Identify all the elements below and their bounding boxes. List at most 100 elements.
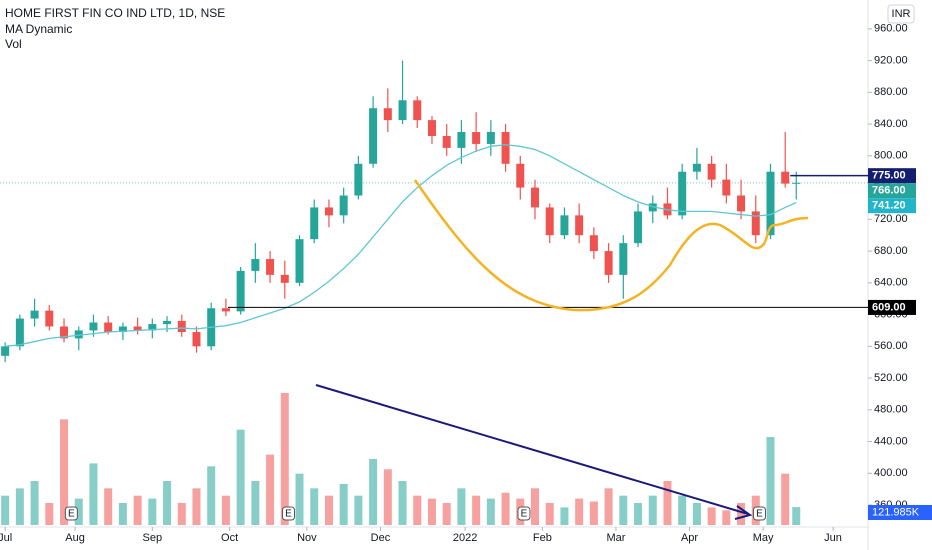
candle-body [737,195,746,212]
candle-body [148,324,157,331]
volume-bar [560,507,569,525]
x-tick-label: Oct [221,532,238,544]
x-tick-label: Jul [0,532,12,544]
candle-body [104,322,113,333]
volume-bar [192,488,201,525]
volume-bar [486,498,495,525]
candle-body [295,239,304,283]
volume-bar [472,495,481,525]
candle-body [74,330,83,339]
price-label: 775.00 [872,170,906,182]
price-label: 609.00 [872,301,906,313]
volume-bar [354,495,363,525]
candle-body [251,259,260,271]
candle-body [516,163,525,188]
indicator-label: Vol [5,37,22,51]
earnings-marker [752,506,766,521]
candle-body [472,132,481,144]
candle-body [310,207,319,240]
candle-body [589,235,598,252]
candle-body [30,310,39,319]
volume-bar [766,437,775,525]
volume-bar [634,503,643,525]
candle-body [648,203,657,212]
x-tick-label: Mar [606,532,625,544]
volume-bar [575,498,584,525]
volume-bar [781,473,790,525]
earnings-marker [281,506,295,521]
volume-bar [369,459,378,525]
y-tick-label: 720.00 [874,213,908,225]
volume-bar [442,503,451,525]
candle-body [692,163,701,172]
candle-body [792,182,801,184]
volume-bar [295,473,304,525]
candle-body [781,171,790,184]
volume-bar [619,495,628,525]
earnings-label: E [285,509,292,520]
volume-bar [722,510,731,525]
volume-bar [133,495,142,525]
candle-body [89,322,98,331]
candle-body [398,100,407,121]
currency-label[interactable]: INR [892,8,911,20]
x-tick-label: Dec [371,532,391,544]
candle-body [678,171,687,216]
candle-body [531,187,540,208]
volume-label-box [868,505,932,520]
candle-body [545,207,554,236]
volume-bar [792,507,801,525]
y-tick-label: 680.00 [874,245,908,257]
volume-bar [310,488,319,525]
trend-arrow [315,384,749,515]
candle-body [413,100,422,121]
volume-bar [251,481,260,525]
candle-body [457,132,466,148]
y-tick-label: 880.00 [874,86,908,98]
volume-bar [457,488,466,525]
volume-bar [501,492,510,525]
chart-title: HOME FIRST FIN CO IND LTD, 1D, NSE [5,6,225,20]
y-tick-label: 960.00 [874,23,908,35]
volume-bar [30,481,39,525]
volume-bar [737,503,746,525]
x-tick-label: Jun [824,532,842,544]
x-tick-label: Sep [143,532,163,544]
volume-bar [104,488,113,525]
volume-bar [413,495,422,525]
earnings-marker [517,506,531,521]
candle-body [133,326,142,331]
volume-bar [60,419,69,525]
candle-body [45,310,54,327]
volume-bar [45,503,54,525]
volume-bar [324,495,333,525]
volume-bar [648,495,657,525]
candle-body [266,259,275,275]
volume-bar [383,469,392,525]
candle-body [486,132,495,144]
volume-bar [221,495,230,525]
volume-bar [427,498,436,525]
indicator-label: MA Dynamic [5,22,72,36]
x-tick-label: May [753,532,774,544]
y-tick-label: 520.00 [874,372,908,384]
candle-body [604,251,613,275]
volume-bar [545,503,554,525]
candle-body [15,318,24,347]
candle-body [221,308,230,312]
volume-bar [678,495,687,525]
y-tick-label: 640.00 [874,277,908,289]
volume-bar [663,481,672,525]
price-label: 741.20 [872,200,906,212]
candle-body [722,179,731,196]
price-label-box [868,299,916,315]
candle-body [1,346,10,356]
volume-bar [398,481,407,525]
candle-body [236,270,245,312]
x-tick-label: 2022 [453,532,477,544]
currency-button[interactable] [887,4,915,24]
candle-body [575,215,584,236]
volume-bar [339,483,348,525]
candle-body [324,207,333,216]
